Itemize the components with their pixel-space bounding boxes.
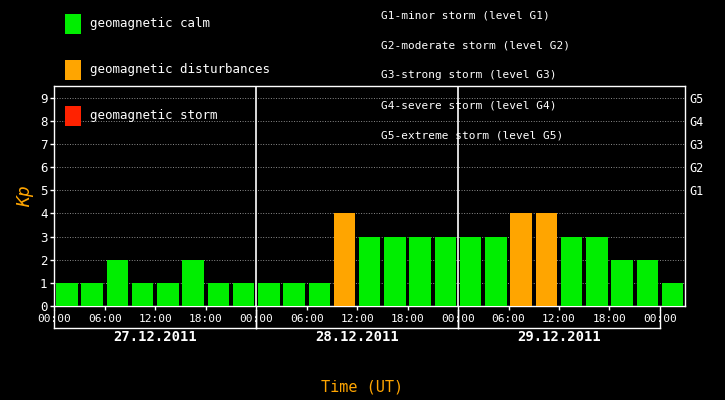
- Text: G3-strong storm (level G3): G3-strong storm (level G3): [381, 70, 556, 80]
- Text: geomagnetic storm: geomagnetic storm: [90, 110, 218, 122]
- Bar: [233, 283, 254, 306]
- Bar: [510, 213, 532, 306]
- Bar: [57, 283, 78, 306]
- Bar: [81, 283, 103, 306]
- Bar: [662, 283, 683, 306]
- Text: 29.12.2011: 29.12.2011: [517, 330, 601, 344]
- Bar: [586, 236, 608, 306]
- Bar: [283, 283, 304, 306]
- Bar: [637, 260, 658, 306]
- Bar: [132, 283, 154, 306]
- Bar: [207, 283, 229, 306]
- Bar: [611, 260, 633, 306]
- Text: G1-minor storm (level G1): G1-minor storm (level G1): [381, 10, 550, 20]
- Bar: [561, 236, 582, 306]
- Bar: [157, 283, 178, 306]
- Bar: [410, 236, 431, 306]
- Text: geomagnetic calm: geomagnetic calm: [90, 18, 210, 30]
- Bar: [258, 283, 280, 306]
- Text: 27.12.2011: 27.12.2011: [113, 330, 197, 344]
- Text: geomagnetic disturbances: geomagnetic disturbances: [90, 64, 270, 76]
- Bar: [107, 260, 128, 306]
- Y-axis label: Kp: Kp: [17, 185, 34, 207]
- Bar: [359, 236, 381, 306]
- Text: Time (UT): Time (UT): [321, 379, 404, 394]
- Bar: [460, 236, 481, 306]
- Text: G2-moderate storm (level G2): G2-moderate storm (level G2): [381, 40, 570, 50]
- Text: G5-extreme storm (level G5): G5-extreme storm (level G5): [381, 130, 563, 140]
- Bar: [435, 236, 456, 306]
- Bar: [183, 260, 204, 306]
- Bar: [309, 283, 330, 306]
- Bar: [384, 236, 406, 306]
- Bar: [485, 236, 507, 306]
- Text: G4-severe storm (level G4): G4-severe storm (level G4): [381, 100, 556, 110]
- Bar: [536, 213, 557, 306]
- Bar: [334, 213, 355, 306]
- Text: 28.12.2011: 28.12.2011: [315, 330, 399, 344]
